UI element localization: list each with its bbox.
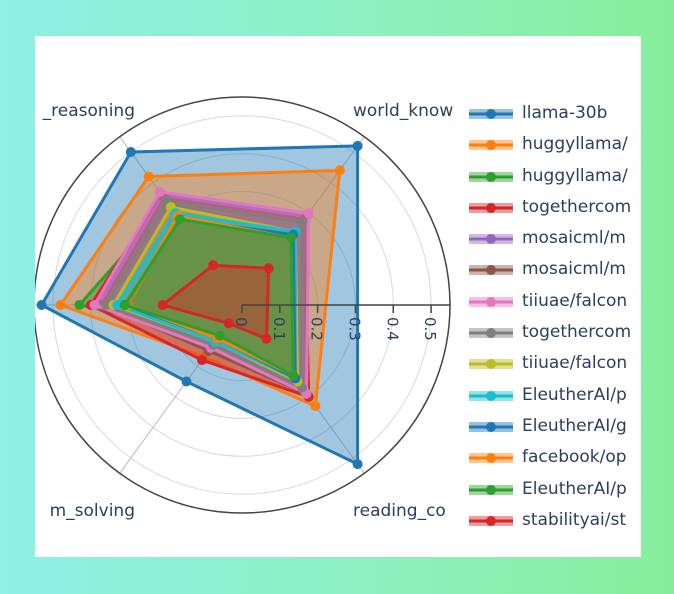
legend-item[interactable]: tiiuae/falcon <box>465 286 641 317</box>
data-point <box>157 300 168 310</box>
series-area <box>92 190 311 397</box>
legend-label: facebook/op <box>522 447 627 468</box>
legend-item[interactable]: EleutherAI/g <box>465 411 641 442</box>
data-point <box>263 263 274 274</box>
legend-swatch <box>469 359 513 370</box>
axis-label: m_solving <box>50 501 135 521</box>
data-point <box>208 260 219 271</box>
legend-item[interactable]: EleutherAI/p <box>465 380 641 411</box>
legend-swatch <box>469 171 513 182</box>
series-area <box>122 217 295 378</box>
legend: llama-30b huggyllama/huggyllama/togetherc… <box>465 98 641 536</box>
data-point <box>119 300 130 310</box>
data-point <box>112 300 123 310</box>
data-point <box>352 140 363 151</box>
legend-label: tiiuae/falcon <box>522 290 628 311</box>
legend-swatch <box>469 328 513 339</box>
radial-tick-label: 0.3 <box>345 317 363 341</box>
radar-chart: 0 0.1 0.2 0.3 0.4 0.5 _reasoning world_knowread… <box>35 96 453 521</box>
series-area <box>159 263 271 341</box>
data-point <box>285 232 296 243</box>
legend-label: togethercom <box>522 196 632 217</box>
legend-label: stabilityai/st <box>522 509 627 530</box>
legend-swatch <box>469 390 513 401</box>
legend-label: mosaicml/m <box>522 259 626 280</box>
radial-tick-label: 0 <box>232 317 250 327</box>
data-point <box>174 214 185 225</box>
data-point <box>181 376 192 387</box>
data-point <box>352 459 363 470</box>
data-point <box>125 147 136 158</box>
series-area <box>39 144 360 467</box>
data-point <box>334 165 345 176</box>
legend-label: EleutherAI/g <box>522 415 627 436</box>
legend-item[interactable]: stabilityai/st <box>465 505 641 536</box>
legend-label: tiiuae/falcon <box>522 353 628 374</box>
data-point <box>261 333 272 344</box>
legend-swatch <box>469 140 513 151</box>
legend-swatch <box>469 484 513 495</box>
data-point <box>288 370 299 381</box>
legend-swatch <box>469 109 513 119</box>
legend-swatch <box>469 421 513 432</box>
data-point <box>196 355 207 366</box>
axis-label: reading_co <box>353 501 446 521</box>
legend-label: llama-30b <box>522 103 608 123</box>
legend-label: huggyllama/ <box>522 134 628 155</box>
axis-label: world_know <box>353 101 453 121</box>
data-point <box>297 217 308 228</box>
legend-swatch <box>469 453 513 464</box>
legend-item[interactable]: togethercom <box>465 192 641 223</box>
legend-item[interactable]: EleutherAI/p <box>465 474 641 505</box>
legend-label: EleutherAI/p <box>522 384 627 405</box>
axis-label: _reasoning <box>42 101 135 121</box>
legend-item[interactable]: tiiuae/falcon <box>465 348 641 379</box>
legend-label: togethercom <box>522 322 632 343</box>
radial-tick-label: 0.1 <box>270 317 288 341</box>
legend-label: EleutherAI/p <box>522 478 627 499</box>
data-point <box>223 318 234 329</box>
data-point <box>143 171 154 182</box>
legend-swatch <box>469 234 513 245</box>
legend-swatch <box>469 202 513 213</box>
legend-item[interactable]: llama-30b <box>465 98 641 129</box>
data-point <box>100 300 111 310</box>
series-area <box>114 211 297 381</box>
legend-item[interactable]: facebook/op <box>465 442 641 473</box>
data-point <box>89 300 100 310</box>
legend-swatch <box>469 515 513 526</box>
legend-swatch <box>469 296 513 307</box>
radial-tick-label: 0.2 <box>308 317 326 341</box>
legend-label: mosaicml/m <box>522 228 626 249</box>
legend-item[interactable]: togethercom <box>465 317 641 348</box>
legend-label: huggyllama/ <box>522 165 628 186</box>
data-point <box>154 186 165 197</box>
legend-item[interactable]: huggyllama/ <box>465 129 641 160</box>
legend-item[interactable]: mosaicml/m <box>465 254 641 285</box>
legend-item[interactable]: huggyllama/ <box>465 161 641 192</box>
data-point <box>310 400 321 411</box>
data-point <box>303 208 314 219</box>
data-point <box>74 300 85 310</box>
data-point <box>55 300 66 310</box>
legend-swatch <box>469 265 513 276</box>
radial-tick-label: 0.5 <box>421 317 439 341</box>
data-point <box>214 330 225 341</box>
data-point <box>36 300 47 310</box>
radial-tick-label: 0.4 <box>383 317 401 341</box>
legend-item[interactable]: mosaicml/m <box>465 223 641 254</box>
